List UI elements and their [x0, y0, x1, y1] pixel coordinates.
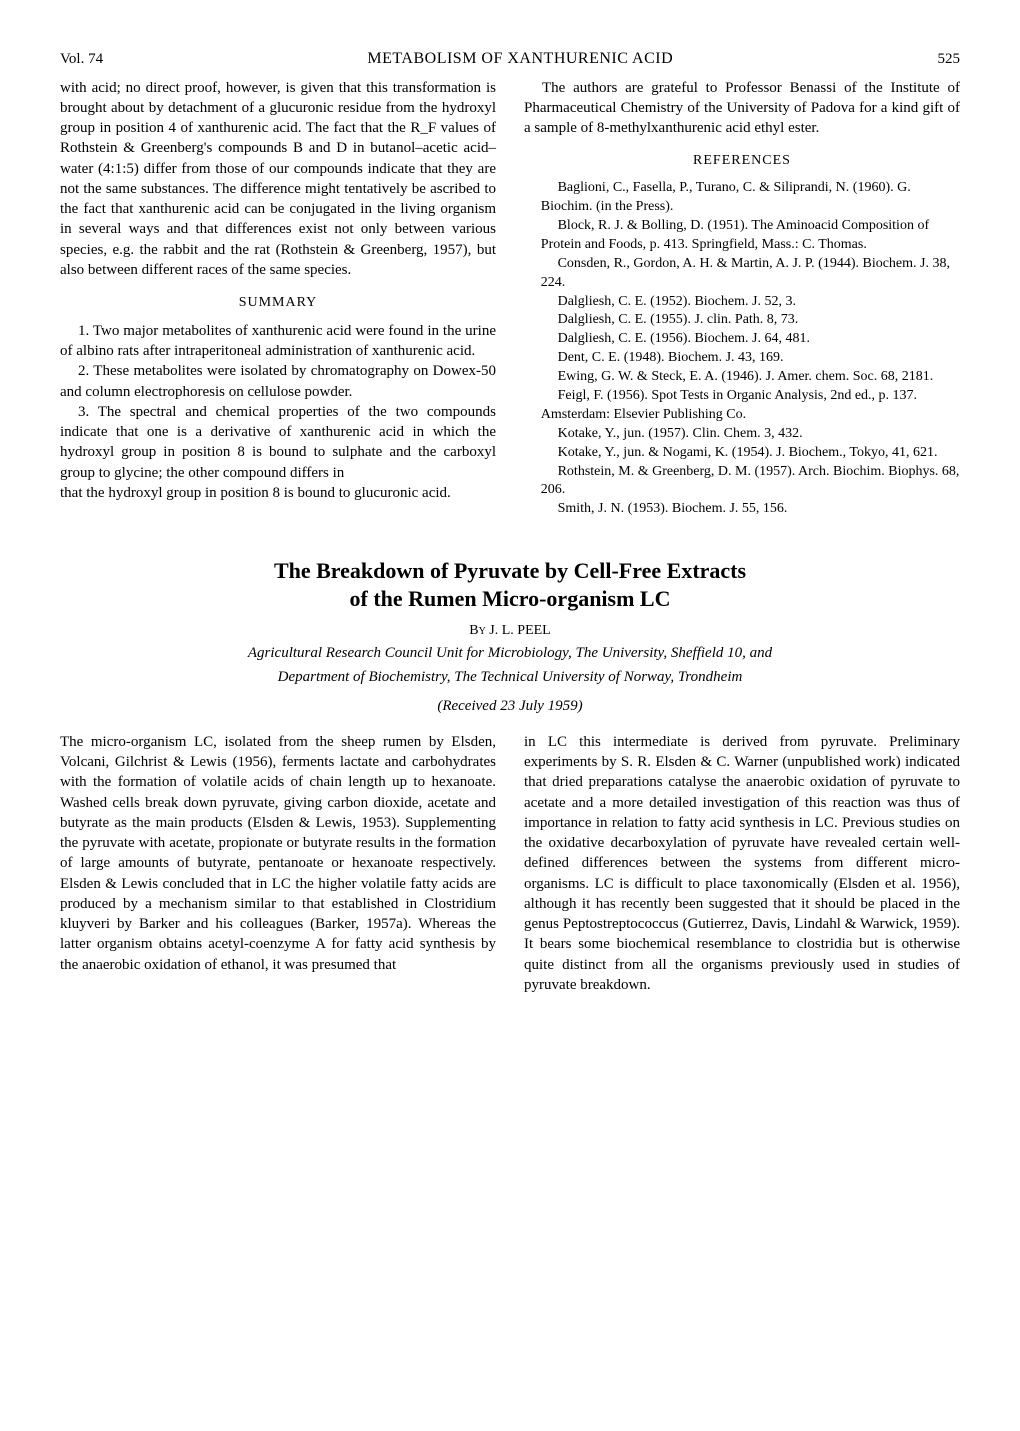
continuation-paragraph: with acid; no direct proof, however, is …: [60, 78, 496, 281]
running-title: METABOLISM OF XANTHURENIC ACID: [103, 48, 937, 70]
reference-item: Dalgliesh, C. E. (1952). Biochem. J. 52,…: [524, 293, 960, 312]
page-number: 525: [938, 49, 961, 69]
author-name: J. L. PEEL: [489, 623, 550, 638]
received-date: (Received 23 July 1959): [60, 696, 960, 716]
reference-item: Rothstein, M. & Greenberg, D. M. (1957).…: [524, 463, 960, 501]
references-heading: REFERENCES: [524, 152, 960, 171]
right-continuation-paragraph: that the hydroxyl group in position 8 is…: [60, 483, 496, 503]
reference-item: Dent, C. E. (1948). Biochem. J. 43, 169.: [524, 349, 960, 368]
summary-item-2: 2. These metabolites were isolated by ch…: [60, 361, 496, 402]
article-body-columns: The micro-organism LC, isolated from the…: [60, 732, 960, 995]
reference-item: Baglioni, C., Fasella, P., Turano, C. & …: [524, 179, 960, 217]
affiliation-line-2: Department of Biochemistry, The Technica…: [60, 667, 960, 687]
summary-heading: SUMMARY: [60, 294, 496, 313]
reference-item: Dalgliesh, C. E. (1955). J. clin. Path. …: [524, 311, 960, 330]
article-body-right: in LC this intermediate is derived from …: [524, 732, 960, 995]
reference-item: Smith, J. N. (1953). Biochem. J. 55, 156…: [524, 500, 960, 519]
byline: By J. L. PEEL: [60, 622, 960, 641]
article-title-line-2: of the Rumen Micro-organism LC: [350, 586, 671, 611]
page-header: Vol. 74 METABOLISM OF XANTHURENIC ACID 5…: [60, 48, 960, 70]
reference-item: Block, R. J. & Bolling, D. (1951). The A…: [524, 217, 960, 255]
article-title: The Breakdown of Pyruvate by Cell-Free E…: [60, 557, 960, 612]
upper-article-columns: with acid; no direct proof, however, is …: [60, 78, 960, 520]
reference-item: Consden, R., Gordon, A. H. & Martin, A. …: [524, 255, 960, 293]
reference-item: Ewing, G. W. & Steck, E. A. (1946). J. A…: [524, 368, 960, 387]
by-label: By: [469, 623, 486, 638]
affiliation-line-1: Agricultural Research Council Unit for M…: [60, 643, 960, 663]
volume-label: Vol. 74: [60, 49, 103, 69]
summary-item-1: 1. Two major metabolites of xanthurenic …: [60, 321, 496, 362]
reference-item: Kotake, Y., jun. (1957). Clin. Chem. 3, …: [524, 425, 960, 444]
reference-item: Dalgliesh, C. E. (1956). Biochem. J. 64,…: [524, 330, 960, 349]
summary-item-3: 3. The spectral and chemical properties …: [60, 402, 496, 483]
reference-item: Feigl, F. (1956). Spot Tests in Organic …: [524, 387, 960, 425]
reference-item: Kotake, Y., jun. & Nogami, K. (1954). J.…: [524, 444, 960, 463]
acknowledgement-paragraph: The authors are grateful to Professor Be…: [524, 78, 960, 139]
article-title-line-1: The Breakdown of Pyruvate by Cell-Free E…: [274, 558, 746, 583]
article-body-left: The micro-organism LC, isolated from the…: [60, 732, 496, 975]
